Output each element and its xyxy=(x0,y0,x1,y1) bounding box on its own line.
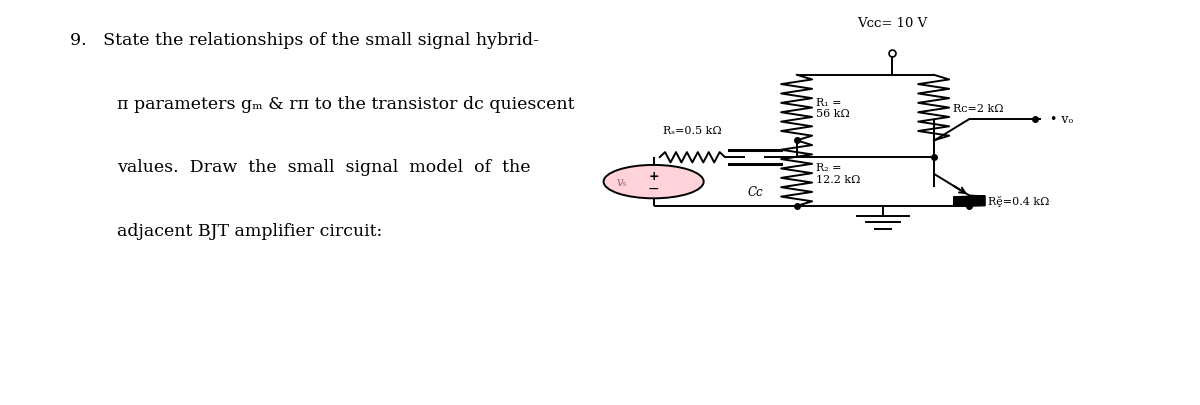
Text: +: + xyxy=(648,170,659,183)
Text: 9.   State the relationships of the small signal hybrid-: 9. State the relationships of the small … xyxy=(70,32,539,49)
Text: adjacent BJT amplifier circuit:: adjacent BJT amplifier circuit: xyxy=(118,222,383,239)
Text: vₛ: vₛ xyxy=(617,176,628,189)
Text: Rₛ=0.5 kΩ: Rₛ=0.5 kΩ xyxy=(664,126,721,136)
Text: π parameters gₘ & rπ to the transistor dc quiescent: π parameters gₘ & rπ to the transistor d… xyxy=(118,96,575,112)
Text: −: − xyxy=(648,181,660,195)
Circle shape xyxy=(604,166,703,199)
Text: Cᴄ: Cᴄ xyxy=(748,185,763,198)
Text: R₂ =
12.2 kΩ: R₂ = 12.2 kΩ xyxy=(816,163,860,185)
Text: R₁ =
56 kΩ: R₁ = 56 kΩ xyxy=(816,98,850,119)
Text: values.  Draw  the  small  signal  model  of  the: values. Draw the small signal model of t… xyxy=(118,159,530,176)
Text: Rḝ=0.4 kΩ: Rḝ=0.4 kΩ xyxy=(989,196,1050,207)
Text: • vₒ: • vₒ xyxy=(1050,113,1074,126)
Text: Rᴄ=2 kΩ: Rᴄ=2 kΩ xyxy=(953,103,1003,113)
Text: Vᴄᴄ= 10 V: Vᴄᴄ= 10 V xyxy=(857,17,928,30)
